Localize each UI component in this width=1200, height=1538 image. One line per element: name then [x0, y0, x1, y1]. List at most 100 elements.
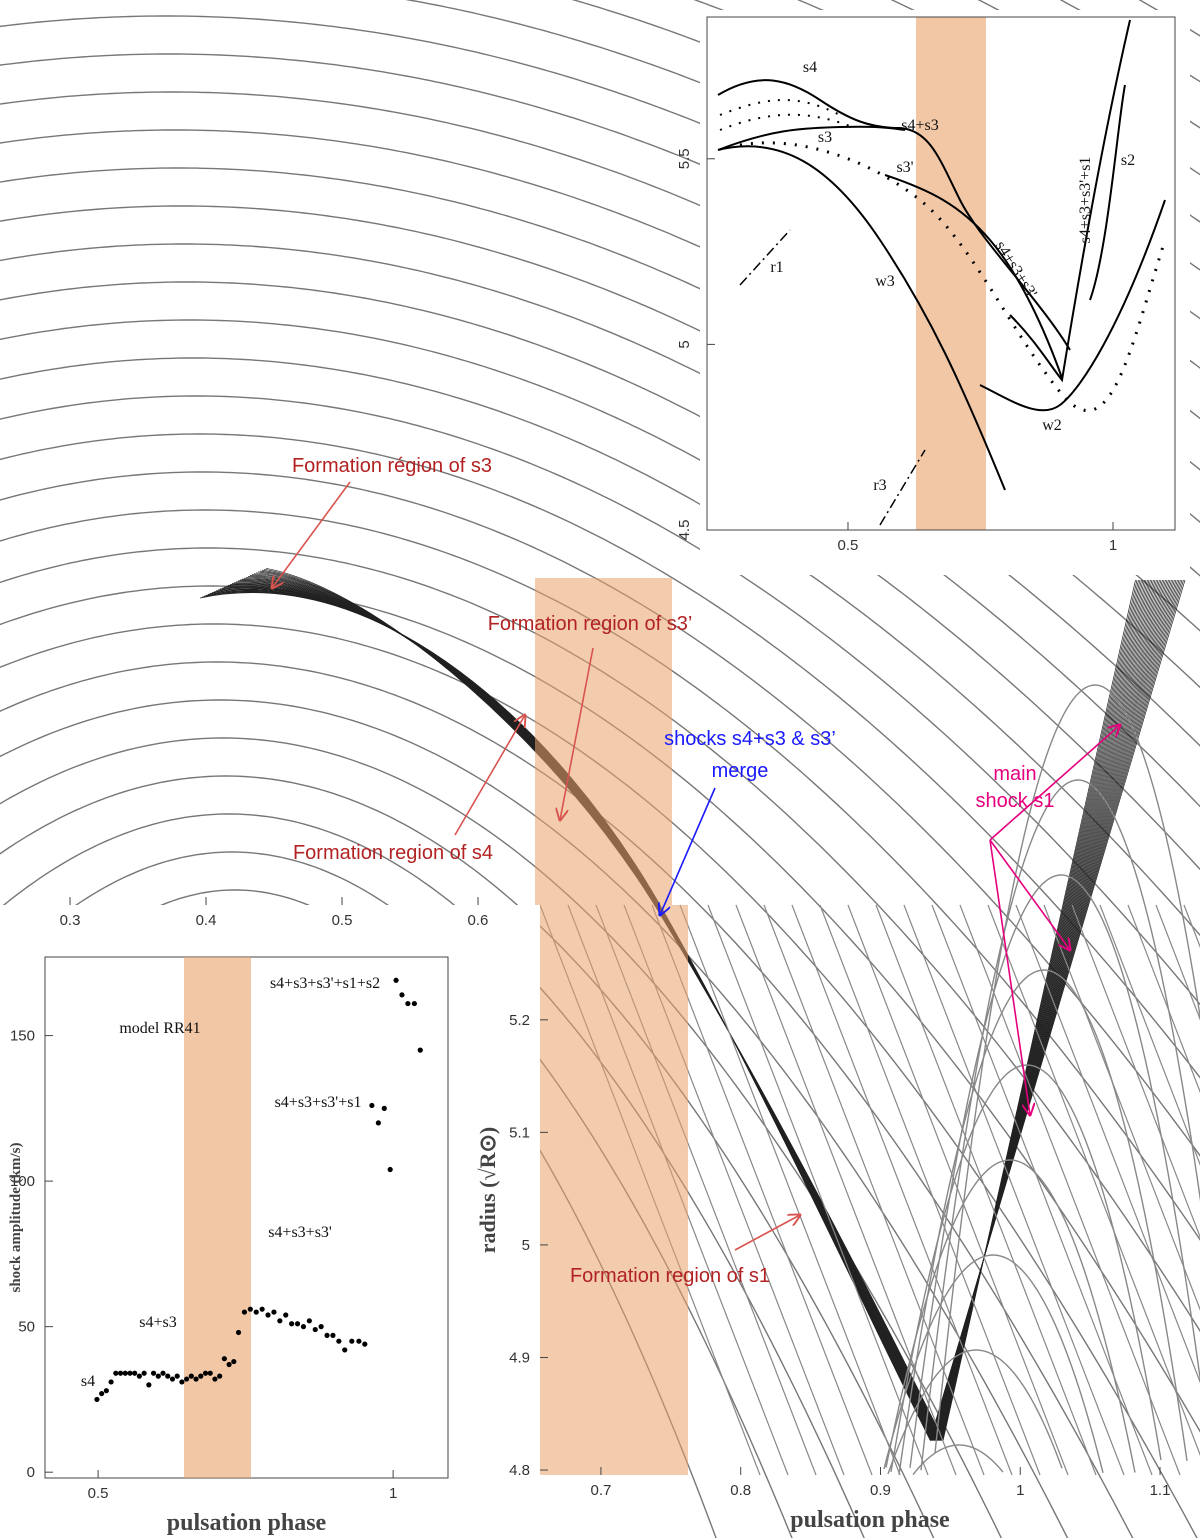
trajectory [819, 904, 1041, 1476]
curve-label: s4+s3+s3'+s1+s2 [270, 975, 380, 992]
point [342, 1347, 348, 1353]
curve-label: s3 [818, 129, 832, 146]
curve [717, 145, 1006, 491]
point [132, 1370, 138, 1376]
y-tick-label: 4.5 [676, 520, 693, 541]
trajectory [0, 395, 1200, 1006]
trajectory [1099, 904, 1200, 1166]
curve [1009, 19, 1131, 383]
x-tick-label: 0.3 [60, 912, 81, 929]
arrow [989, 725, 1120, 841]
annotation: shock s1 [976, 790, 1055, 812]
trajectory [0, 243, 1200, 747]
point [155, 1373, 161, 1379]
trajectory [987, 904, 1200, 1456]
highlight-band [540, 905, 688, 1475]
curve-label: s4+s3 [139, 1314, 176, 1331]
point [356, 1338, 362, 1344]
y-tick-label: 5 [522, 1237, 530, 1254]
curve [884, 174, 1063, 379]
inset-frame [706, 16, 1176, 531]
curve-label: s3' [896, 159, 913, 176]
point [235, 1329, 242, 1336]
trajectory [0, 775, 935, 1538]
trajectory [1127, 904, 1200, 1094]
trajectory [903, 904, 1125, 1476]
annotation: shocks s4+s3 & s3’ [664, 728, 836, 750]
curve-label: s4+s3+s3'+s1 [1077, 157, 1094, 244]
curve-label: s4 [81, 1373, 95, 1390]
curve [879, 449, 926, 526]
point [349, 1338, 355, 1344]
point [265, 1312, 271, 1318]
trajectory [763, 904, 985, 1476]
point [369, 1102, 375, 1109]
y-tick-label: 4.9 [509, 1349, 530, 1366]
point [141, 1370, 147, 1376]
trajectory [651, 904, 873, 1476]
annotation: Formation region of s1 [570, 1265, 770, 1287]
x-tick-label: 1 [1016, 1482, 1024, 1499]
point [336, 1338, 342, 1344]
y-tick-label: 5.2 [509, 1012, 530, 1029]
point [393, 977, 399, 983]
trajectory [890, 1064, 1162, 1473]
point [247, 1306, 253, 1312]
curve-label: w2 [1042, 417, 1062, 434]
trajectory [959, 904, 1181, 1476]
point [207, 1370, 213, 1376]
point [160, 1370, 166, 1376]
point [375, 1120, 381, 1126]
annotation: Formation region of s3’ [488, 613, 693, 635]
x-tick-label: 0.4 [196, 912, 217, 929]
curve-label: s4+s3+s3'+s1 [275, 1094, 362, 1111]
y-tick-label: 0 [27, 1464, 35, 1481]
point [411, 1000, 417, 1007]
point [226, 1361, 232, 1368]
x-axis-label: pulsation phase [167, 1510, 327, 1536]
trajectory [0, 433, 1200, 1079]
y-tick-label: 4.8 [509, 1462, 530, 1479]
highlight-band [184, 957, 251, 1478]
y-tick-label: 50 [18, 1319, 35, 1336]
annotation: Formation région of s3 [292, 455, 492, 477]
curve-label: r1 [770, 259, 783, 276]
trajectory [0, 699, 1069, 1538]
trajectory [934, 684, 1200, 1454]
annotation: merge [712, 760, 769, 782]
point [277, 1318, 283, 1324]
point [127, 1370, 133, 1376]
x-tick-label: 0.5 [332, 912, 353, 929]
x-tick-label: 0.6 [468, 912, 489, 929]
trajectory [885, 1159, 1136, 1473]
trajectory [887, 1349, 1063, 1475]
point [330, 1332, 336, 1338]
trajectory [0, 281, 1200, 808]
x-tick-label: 0.8 [730, 1482, 751, 1499]
point [381, 1105, 387, 1111]
trajectory [1071, 904, 1200, 1239]
x-tick-label: 1 [389, 1485, 397, 1502]
trajectory [1155, 904, 1200, 1021]
curve [719, 113, 856, 131]
x-tick-label: 1.1 [1150, 1482, 1171, 1499]
arrow [660, 787, 716, 915]
curve [979, 199, 1166, 412]
curve [739, 229, 791, 286]
x-tick-label: 0.5 [838, 537, 859, 554]
trajectory [883, 1254, 1104, 1473]
arrow [989, 839, 1070, 950]
trajectory [0, 357, 1200, 937]
highlight-band [535, 578, 672, 905]
trajectory [679, 904, 901, 1476]
point [169, 1376, 176, 1382]
point [253, 1309, 259, 1315]
point [212, 1376, 218, 1382]
point [146, 1382, 152, 1388]
point [318, 1324, 324, 1330]
y-axis-label: radius (√R⊙) [475, 1127, 500, 1253]
arrow [989, 839, 1030, 1115]
trajectory [707, 904, 929, 1476]
curve [1089, 84, 1126, 301]
